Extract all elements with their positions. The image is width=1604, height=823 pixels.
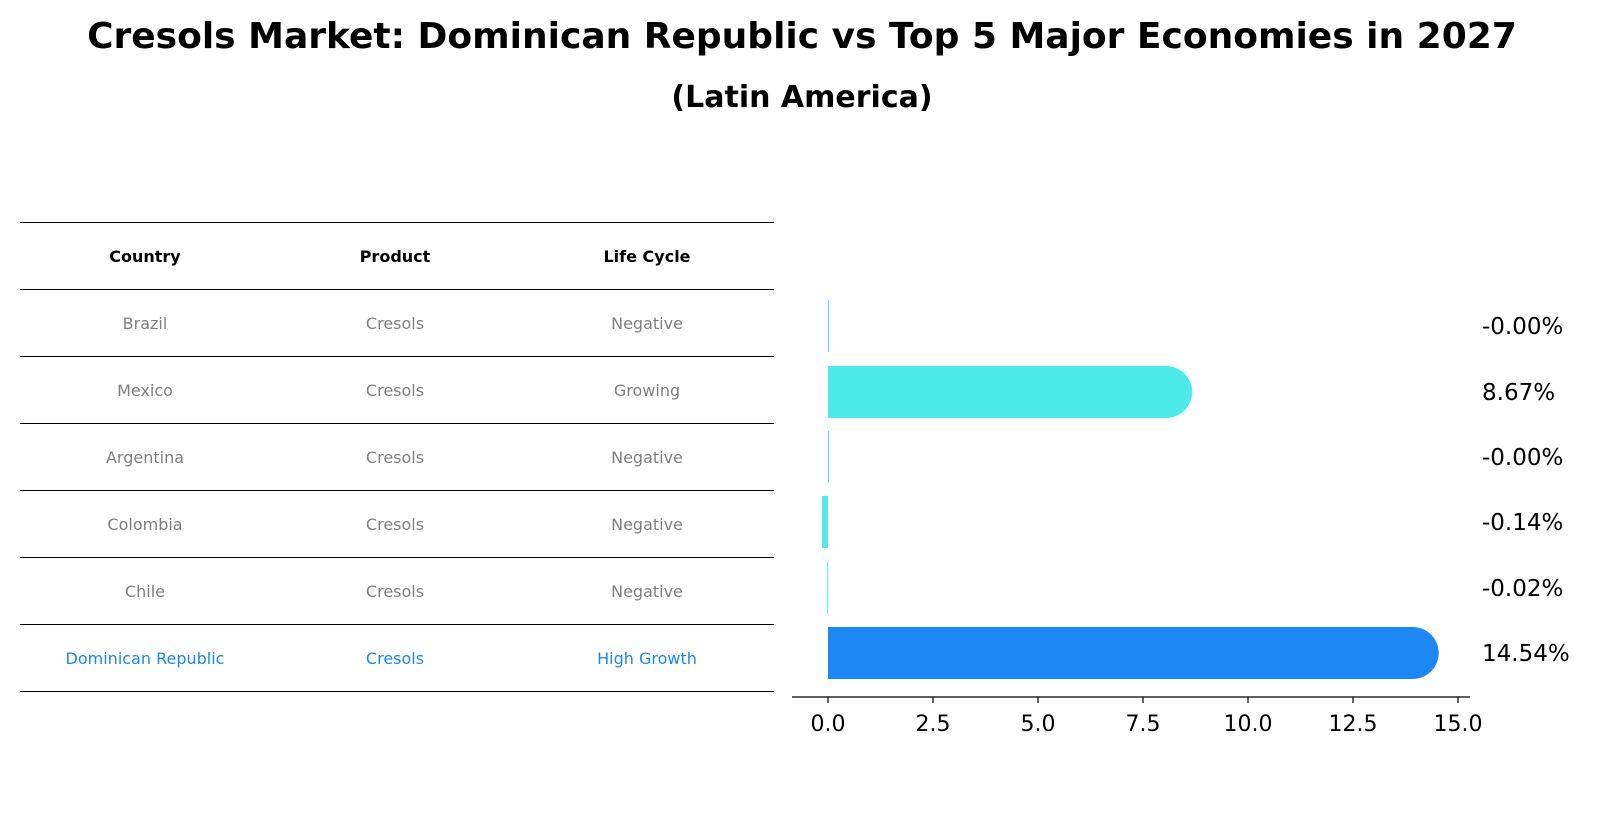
x-tick-label: 2.5 (916, 712, 951, 737)
x-tick-label: 7.5 (1126, 712, 1161, 737)
table-row: Colombia Cresols Negative (20, 490, 774, 557)
bar-value-label: -0.00% (1482, 445, 1563, 471)
header-product: Product (359, 246, 431, 266)
table-row: Chile Cresols Negative (20, 557, 774, 624)
cell-product: Cresols (365, 313, 425, 333)
cell-life-cycle: Negative (611, 581, 683, 601)
x-tick-label: 0.0 (811, 712, 846, 737)
cell-life-cycle: Negative (611, 514, 683, 534)
cell-country: Chile (124, 581, 166, 601)
bar-colombia (822, 496, 828, 548)
chart-title: Cresols Market: Dominican Republic vs To… (87, 16, 1517, 57)
cell-life-cycle: Growing (613, 380, 681, 400)
chart-subtitle: (Latin America) (671, 80, 933, 115)
bar-dominican-republic (828, 627, 1439, 679)
bar-chile (827, 562, 829, 614)
table-row-highlight: Dominican Republic Cresols High Growth (20, 624, 774, 692)
bar-value-label: -0.00% (1482, 314, 1563, 340)
header-country: Country (109, 246, 181, 266)
table-row: Argentina Cresols Negative (20, 423, 774, 490)
header-life-cycle: Life Cycle (603, 246, 691, 266)
bar-value-label: -0.02% (1482, 576, 1563, 602)
bar-value-label: 14.54% (1482, 641, 1570, 667)
cell-country: Brazil (122, 313, 168, 333)
x-tick-label: 5.0 (1021, 712, 1056, 737)
cell-country: Mexico (117, 380, 173, 400)
cell-life-cycle: Negative (611, 313, 683, 333)
bar-mexico (828, 366, 1193, 418)
x-tick-label: 10.0 (1224, 712, 1273, 737)
cell-life-cycle: High Growth (597, 648, 697, 668)
cell-product: Cresols (365, 581, 425, 601)
cell-product: Cresols (365, 648, 425, 668)
cell-country: Argentina (105, 447, 185, 467)
table-row: Brazil Cresols Negative (20, 289, 774, 356)
bar-value-label: 8.67% (1482, 380, 1555, 406)
data-table: Country Product Life Cycle Brazil Cresol… (20, 222, 774, 692)
cell-country: Colombia (107, 514, 183, 534)
bar-value-label: -0.14% (1482, 510, 1563, 536)
cell-country: Dominican Republic (65, 648, 225, 668)
x-tick-label: 15.0 (1434, 712, 1483, 737)
cell-product: Cresols (365, 447, 425, 467)
cell-life-cycle: Negative (611, 447, 683, 467)
bar-brazil (828, 300, 829, 352)
bar-argentina (828, 431, 829, 483)
cell-product: Cresols (365, 380, 425, 400)
x-tick-label: 12.5 (1329, 712, 1378, 737)
table-header-row: Country Product Life Cycle (20, 222, 774, 289)
table-row: Mexico Cresols Growing (20, 356, 774, 423)
cell-product: Cresols (365, 514, 425, 534)
